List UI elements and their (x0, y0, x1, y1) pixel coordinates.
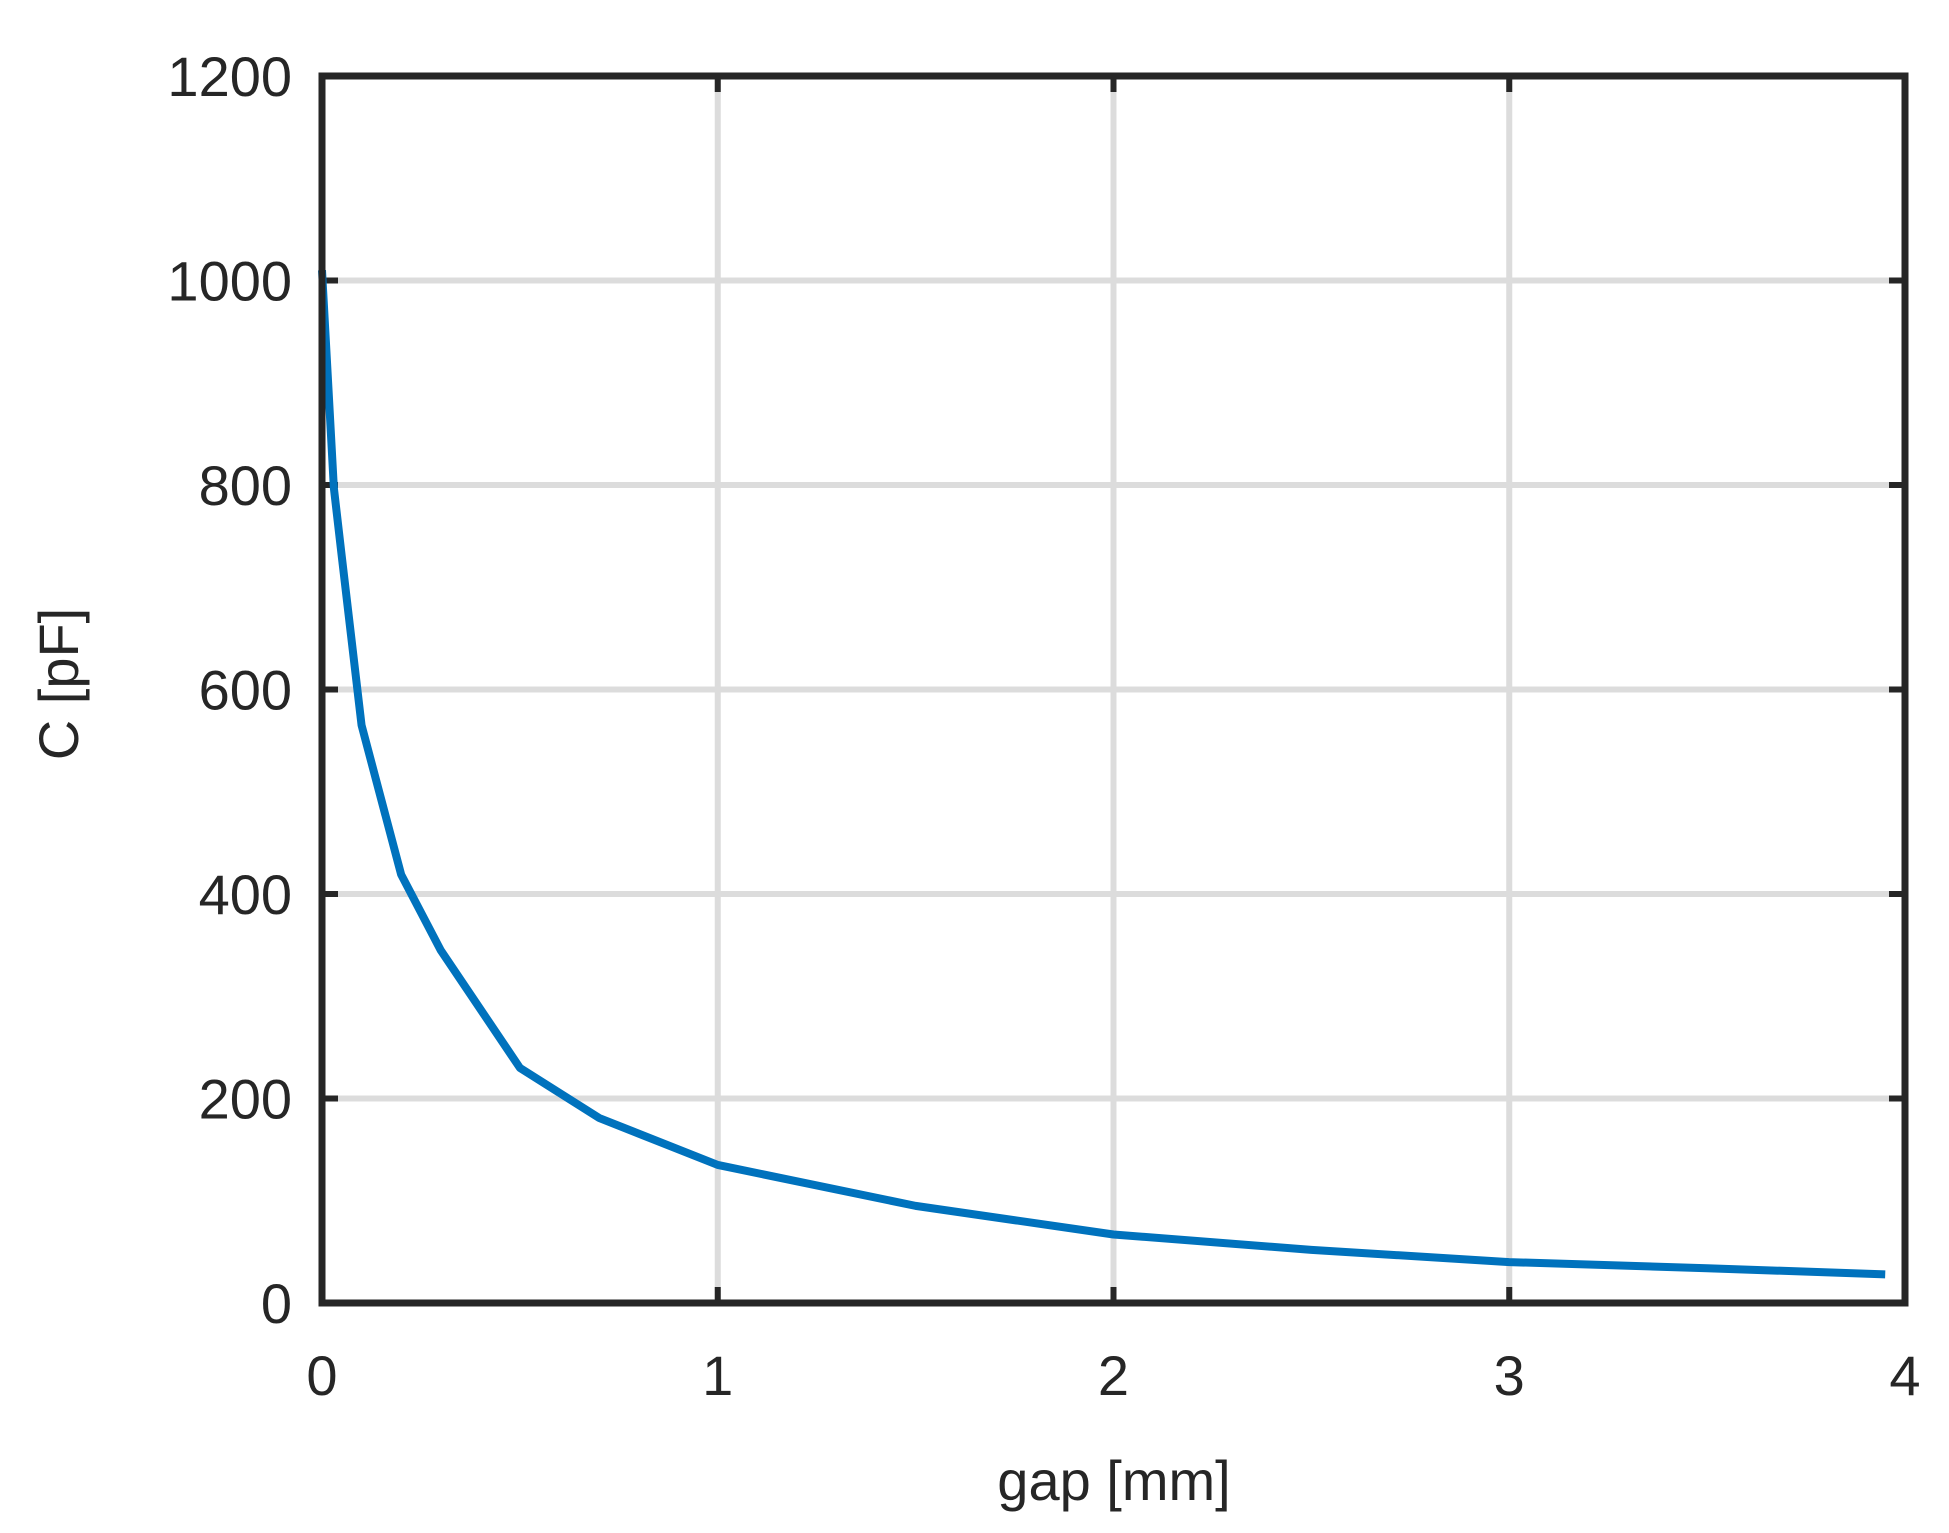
plot-frame (318, 72, 1909, 1307)
y-tick-label: 0 (261, 1272, 292, 1335)
x-tick-label: 4 (1889, 1344, 1920, 1407)
x-axis-label: gap [mm] (997, 1449, 1230, 1512)
x-tick-label: 0 (306, 1344, 337, 1407)
y-tick-label: 400 (199, 863, 292, 926)
x-tick-label: 1 (702, 1344, 733, 1407)
y-axis-label: C [pF] (27, 608, 90, 760)
x-tick-label: 2 (1098, 1344, 1129, 1407)
y-tick-label: 1200 (167, 45, 292, 108)
y-tick-label: 1000 (167, 250, 292, 313)
x-tick-label: 3 (1494, 1344, 1525, 1407)
y-tick-label: 800 (199, 454, 292, 517)
data-line (318, 270, 1886, 1279)
y-tick-label: 200 (199, 1068, 292, 1131)
y-tick-label: 600 (199, 659, 292, 722)
